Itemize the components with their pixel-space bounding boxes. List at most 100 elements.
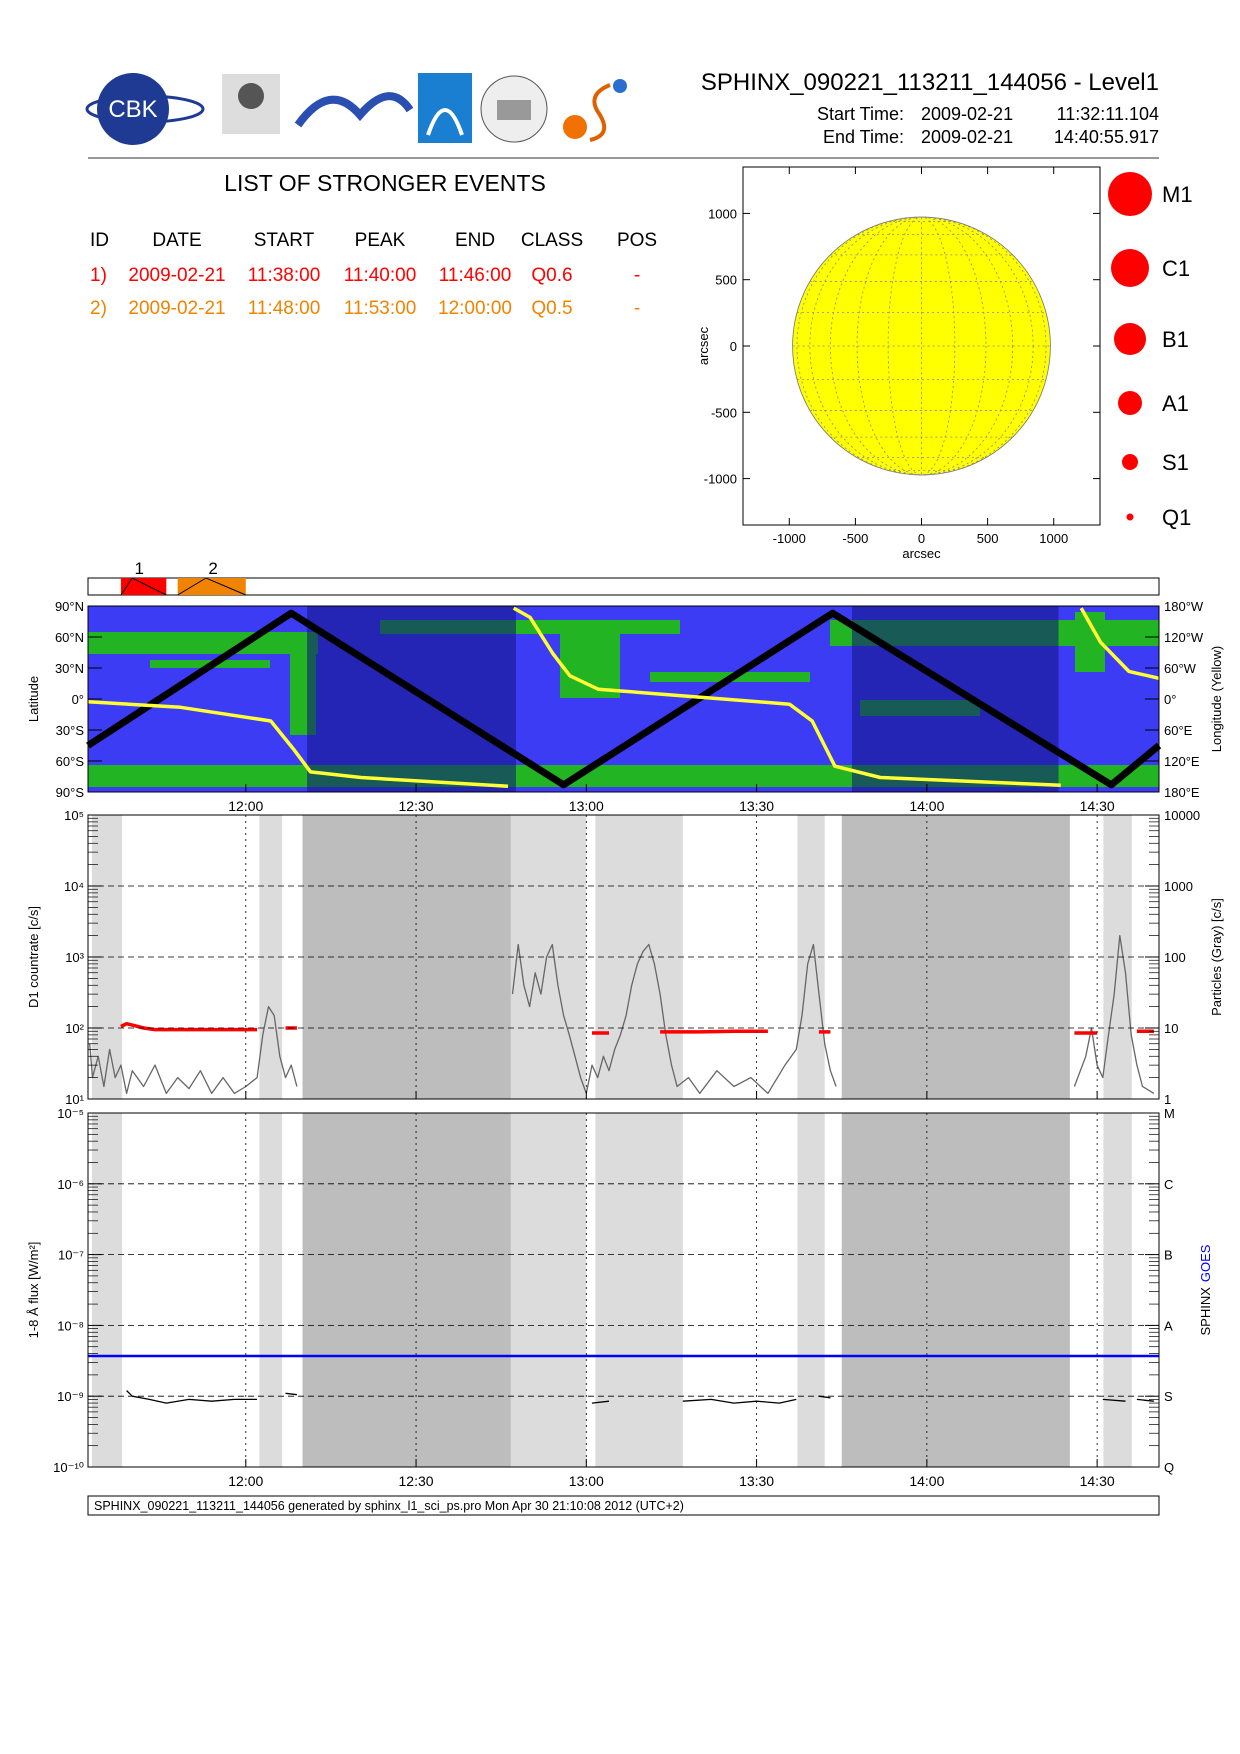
y2-tick-label: A bbox=[1164, 1318, 1173, 1333]
table-header: START bbox=[254, 230, 315, 251]
y2-tick-label: M bbox=[1164, 1106, 1175, 1121]
end-label: End Time: bbox=[823, 127, 904, 147]
table-cell: 11:46:00 bbox=[439, 265, 512, 286]
class-marker bbox=[1114, 323, 1146, 355]
table-cell: 2009-02-21 bbox=[128, 265, 225, 286]
event-span bbox=[177, 578, 246, 595]
y2-tick-label: 180°E bbox=[1164, 785, 1200, 800]
y-tick-label: 500 bbox=[715, 273, 737, 288]
y2-tick-label: S bbox=[1164, 1389, 1173, 1404]
y2-tick-label: 0° bbox=[1164, 692, 1176, 707]
eclipse-shade bbox=[851, 606, 1059, 792]
eclipse-shade bbox=[307, 606, 516, 792]
end-date: 2009-02-21 bbox=[921, 127, 1013, 147]
y-axis-label: Latitude bbox=[26, 676, 41, 722]
y-tick-label: 10⁻⁶ bbox=[57, 1177, 84, 1192]
logo-ring bbox=[85, 94, 205, 124]
table-cell: 11:53:00 bbox=[344, 298, 417, 319]
y-tick-label: 90°S bbox=[56, 785, 85, 800]
class-marker bbox=[1108, 172, 1152, 216]
y2-tick-label: 60°W bbox=[1164, 661, 1197, 676]
y-tick-label: 10⁻⁸ bbox=[57, 1318, 84, 1333]
class-label: M1 bbox=[1162, 182, 1193, 207]
y-tick-label: 10¹ bbox=[65, 1092, 84, 1107]
y-axis-label: 1-8 Å flux [W/m²] bbox=[26, 1242, 41, 1339]
y2-tick-label: 120°W bbox=[1164, 630, 1204, 645]
data-line bbox=[285, 1392, 297, 1396]
data-line bbox=[660, 1029, 768, 1034]
light-shade bbox=[510, 1113, 587, 1467]
dark-shade bbox=[302, 815, 511, 1099]
y2-tick-label: 60°E bbox=[1164, 723, 1193, 738]
class-marker bbox=[1111, 249, 1149, 287]
logo-iapan bbox=[294, 92, 414, 128]
y-tick-label: 90°N bbox=[55, 599, 84, 614]
data-line bbox=[120, 1021, 258, 1032]
dark-shade bbox=[841, 1113, 1070, 1467]
x-tick-label: 500 bbox=[977, 531, 999, 546]
light-shade bbox=[595, 1113, 683, 1467]
x-axis-label: arcsec bbox=[902, 546, 941, 561]
y2-tick-label: Q bbox=[1164, 1460, 1174, 1475]
footer: SPHINX_090221_113211_144056 generated by… bbox=[94, 1499, 684, 1513]
start-time: 11:32:11.104 bbox=[1057, 104, 1159, 124]
logo-cbk bbox=[97, 73, 169, 145]
x-tick-label: 13:00 bbox=[569, 1473, 604, 1489]
table-header: POS bbox=[617, 230, 657, 251]
data-line bbox=[1102, 1398, 1126, 1402]
y2-tick-label: B bbox=[1164, 1248, 1173, 1263]
table-cell: 2009-02-21 bbox=[128, 298, 225, 319]
event-peak bbox=[120, 577, 167, 596]
table-cell: Q0.6 bbox=[531, 265, 572, 286]
table-cell: Q0.5 bbox=[531, 298, 572, 319]
x-tick-label: 14:30 bbox=[1080, 1473, 1115, 1489]
y-tick-label: 1000 bbox=[708, 206, 737, 221]
x-tick-label: -500 bbox=[842, 531, 868, 546]
class-label: C1 bbox=[1162, 256, 1190, 281]
event-label: 1 bbox=[135, 559, 144, 578]
x-tick-label: -1000 bbox=[773, 531, 806, 546]
logo-s bbox=[589, 83, 611, 142]
table-header: CLASS bbox=[521, 230, 583, 251]
y2-axis-label: Particles (Gray) [c/s] bbox=[1209, 898, 1224, 1016]
class-label: S1 bbox=[1162, 450, 1189, 475]
table-cell: 1) bbox=[90, 265, 107, 286]
data-line bbox=[682, 1398, 797, 1404]
meridian bbox=[856, 216, 987, 476]
event-peak bbox=[177, 577, 246, 596]
class-marker bbox=[1118, 391, 1142, 415]
x-tick-label: 14:00 bbox=[909, 1473, 944, 1489]
data-line bbox=[1079, 607, 1160, 681]
logos: CBK bbox=[85, 73, 627, 145]
y-tick-label: 0 bbox=[730, 339, 737, 354]
class-marker bbox=[1122, 454, 1138, 470]
table-header: ID bbox=[90, 230, 109, 251]
class-marker bbox=[1126, 513, 1134, 521]
data-line bbox=[89, 1005, 298, 1095]
y2-axis-label: Longitude (Yellow) bbox=[1209, 646, 1224, 752]
y-tick-label: 30°N bbox=[55, 661, 84, 676]
land bbox=[560, 628, 620, 698]
y-tick-label: 0° bbox=[72, 692, 84, 707]
x-tick-label: 12:30 bbox=[399, 1473, 434, 1489]
class-label: Q1 bbox=[1162, 505, 1191, 530]
y2-tick-label: 1000 bbox=[1164, 879, 1193, 894]
y2-tick-label: 10000 bbox=[1164, 808, 1200, 823]
x-tick-label: 0 bbox=[918, 531, 925, 546]
y2-tick-label: 1 bbox=[1164, 1092, 1171, 1107]
events-title: LIST OF STRONGER EVENTS bbox=[224, 170, 546, 196]
data-line bbox=[87, 700, 509, 789]
table-cell: 11:38:00 bbox=[248, 265, 321, 286]
y-axis-label: D1 countrate [c/s] bbox=[26, 906, 41, 1008]
x-tick-label: 1000 bbox=[1039, 531, 1068, 546]
table-header: DATE bbox=[152, 230, 201, 251]
data-line bbox=[511, 943, 837, 1095]
y-tick-label: 10⁻¹⁰ bbox=[53, 1460, 84, 1475]
logo-sun bbox=[563, 115, 587, 139]
x-tick-label: 13:30 bbox=[739, 1473, 774, 1489]
y-tick-label: 10⁻⁵ bbox=[57, 1106, 84, 1121]
dark-shade bbox=[841, 815, 1070, 1099]
plot-frame bbox=[87, 1112, 1160, 1468]
